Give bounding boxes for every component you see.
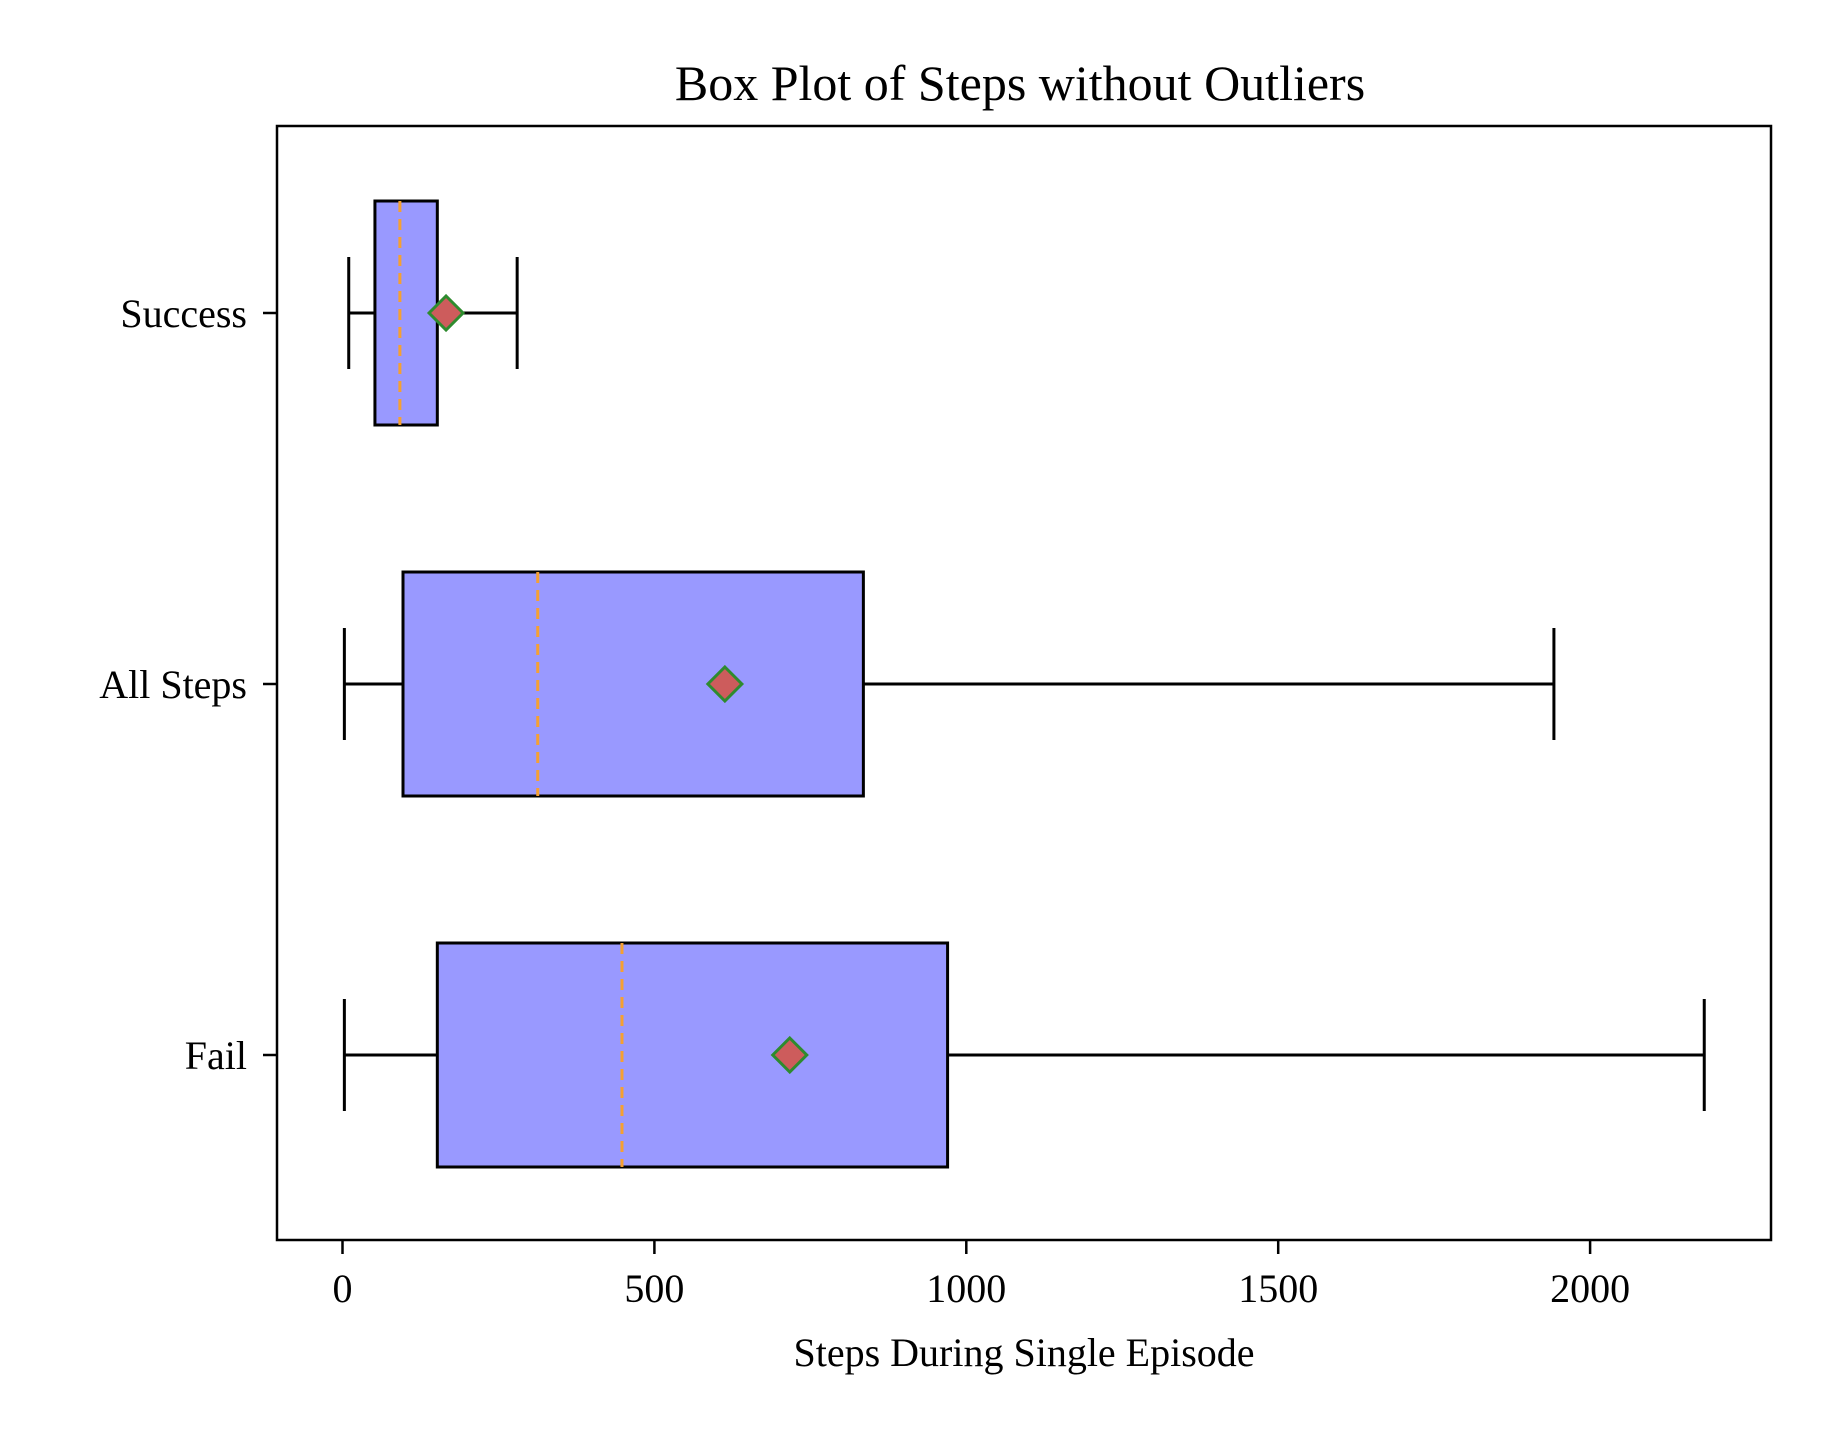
x-tick-label: 0	[332, 1266, 352, 1311]
x-tick-label: 1000	[926, 1266, 1006, 1311]
boxes-group	[342, 199, 1706, 1169]
mean-marker	[426, 293, 466, 333]
chart-title: Box Plot of Steps without Outliers	[675, 55, 1365, 111]
category-label: All Steps	[99, 662, 247, 707]
x-tick-label: 2000	[1550, 1266, 1630, 1311]
box-success	[347, 199, 519, 427]
mean-marker	[705, 664, 745, 704]
category-label: Success	[120, 291, 247, 336]
box-all-steps	[342, 570, 1556, 798]
x-tick-label: 500	[624, 1266, 684, 1311]
box-fail	[342, 941, 1706, 1169]
x-axis-label: Steps During Single Episode	[793, 1330, 1254, 1375]
iqr-box	[373, 199, 439, 427]
iqr-box	[401, 570, 865, 798]
x-tick-label: 1500	[1238, 1266, 1318, 1311]
y-axis: Success All Steps Fail	[99, 291, 277, 1078]
x-axis: 0 500 1000 1500 2000	[332, 1240, 1630, 1311]
iqr-box	[435, 941, 950, 1169]
mean-marker	[770, 1035, 809, 1075]
category-label: Fail	[185, 1033, 247, 1078]
